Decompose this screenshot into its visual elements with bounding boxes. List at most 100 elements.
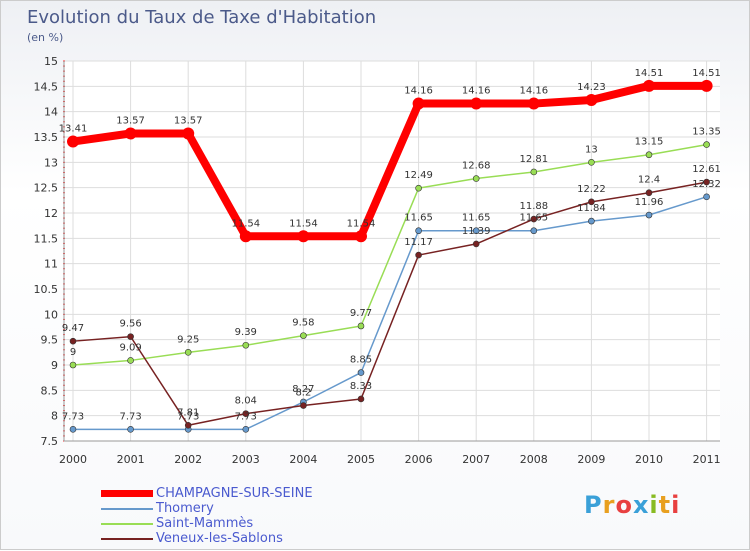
data-label: 12.49 [404, 170, 433, 181]
data-label: 11.39 [462, 226, 491, 237]
data-point [357, 369, 365, 376]
series-line [72, 181, 708, 427]
logo-letter: t [658, 491, 672, 519]
y-tick-label: 13 [44, 156, 58, 169]
y-tick-label: 7.5 [41, 435, 59, 448]
data-point [472, 175, 480, 182]
data-point [300, 402, 307, 409]
data-point [242, 341, 250, 349]
data-point [588, 198, 595, 206]
x-tick-label: 2006 [405, 453, 433, 466]
data-label: 7.73 [119, 411, 141, 422]
data-point [182, 127, 195, 140]
series-line [72, 196, 708, 431]
x-tick-label: 2004 [289, 453, 317, 466]
y-tick-label: 8.5 [41, 384, 59, 397]
x-tick-label: 2000 [59, 453, 87, 466]
chart-title: Evolution du Taux de Taxe d'Habitation [27, 7, 377, 28]
data-point [67, 135, 79, 148]
legend: CHAMPAGNE-SUR-SEINE Thomery Saint-Mammès… [101, 486, 401, 546]
x-tick-label: 2001 [117, 453, 145, 466]
data-label: 12.4 [638, 175, 660, 186]
data-point [645, 211, 653, 219]
data-label: 8.85 [350, 355, 372, 366]
legend-item[interactable]: Veneux-les-Sablons [101, 531, 401, 546]
data-point [703, 141, 710, 148]
data-label: 7.73 [235, 411, 257, 422]
data-point [645, 189, 653, 197]
data-point [472, 227, 480, 235]
data-point [530, 227, 538, 235]
data-label: 13.41 [59, 124, 88, 135]
data-label: 9.25 [177, 334, 199, 345]
y-tick-label: 10 [44, 308, 58, 321]
data-label: 13 [585, 144, 598, 155]
y-tick-label: 8 [51, 410, 58, 423]
logo-letter: x [632, 491, 650, 519]
logo-letter: o [615, 491, 633, 519]
y-tick-label: 10.5 [34, 283, 59, 296]
data-point [470, 97, 483, 110]
data-point [357, 395, 365, 403]
data-label: 14.23 [577, 82, 606, 93]
legend-swatch [101, 490, 153, 497]
data-label: 7.73 [62, 411, 84, 422]
data-point [415, 184, 422, 192]
data-label: 11.65 [462, 213, 491, 224]
x-tick-label: 2005 [347, 453, 375, 466]
data-label: 8.2 [295, 388, 311, 399]
data-label: 7.73 [177, 411, 199, 422]
data-label: 13.15 [635, 137, 664, 148]
data-label: 9.47 [62, 323, 84, 334]
data-label: 13.57 [116, 115, 145, 126]
data-point [297, 230, 310, 243]
data-point [127, 357, 134, 364]
data-label: 11.65 [519, 213, 548, 224]
data-point [355, 230, 367, 243]
data-label: 11.54 [231, 218, 260, 229]
data-point [588, 159, 595, 166]
legend-item[interactable]: Saint-Mammès [101, 516, 401, 531]
y-tick-label: 15 [44, 55, 58, 68]
logo-letter: i [649, 491, 659, 519]
data-label: 11.88 [519, 201, 548, 212]
data-label: 11.96 [635, 197, 664, 208]
y-tick-label: 12.5 [34, 182, 59, 195]
logo-letter: P [584, 491, 603, 519]
data-label: 9.39 [235, 327, 257, 338]
data-label: 11.54 [347, 218, 376, 229]
data-point [588, 217, 595, 225]
data-label: 9.58 [292, 318, 314, 329]
data-point [184, 349, 192, 356]
data-label: 11.65 [404, 213, 433, 224]
y-tick-label: 11.5 [34, 232, 59, 245]
data-label: 7.81 [177, 407, 199, 418]
data-point [645, 151, 653, 159]
data-point [127, 426, 134, 433]
data-label: 12.68 [462, 161, 491, 172]
data-point [69, 337, 77, 345]
logo-letter: i [671, 491, 681, 519]
data-point [127, 333, 134, 340]
logo-letter: r [602, 491, 616, 519]
legend-item[interactable]: Thomery [101, 501, 401, 516]
data-label: 12.61 [692, 164, 721, 175]
x-tick-label: 2008 [520, 453, 548, 466]
data-label: 11.54 [289, 218, 318, 229]
data-label: 13.57 [174, 115, 203, 126]
legend-label: CHAMPAGNE-SUR-SEINE [156, 486, 313, 501]
y-tick-label: 11 [44, 258, 58, 271]
legend-swatch [101, 538, 153, 540]
legend-label: Veneux-les-Sablons [156, 531, 283, 546]
legend-swatch [101, 523, 153, 525]
data-point [415, 251, 422, 259]
data-point [69, 426, 77, 433]
data-point [412, 97, 425, 110]
proxiti-logo: Proxiti [584, 491, 680, 519]
x-tick-label: 2009 [577, 453, 605, 466]
data-point [585, 94, 598, 107]
data-point [472, 240, 480, 248]
legend-item[interactable]: CHAMPAGNE-SUR-SEINE [101, 486, 401, 501]
y-tick-label: 13.5 [34, 131, 59, 144]
